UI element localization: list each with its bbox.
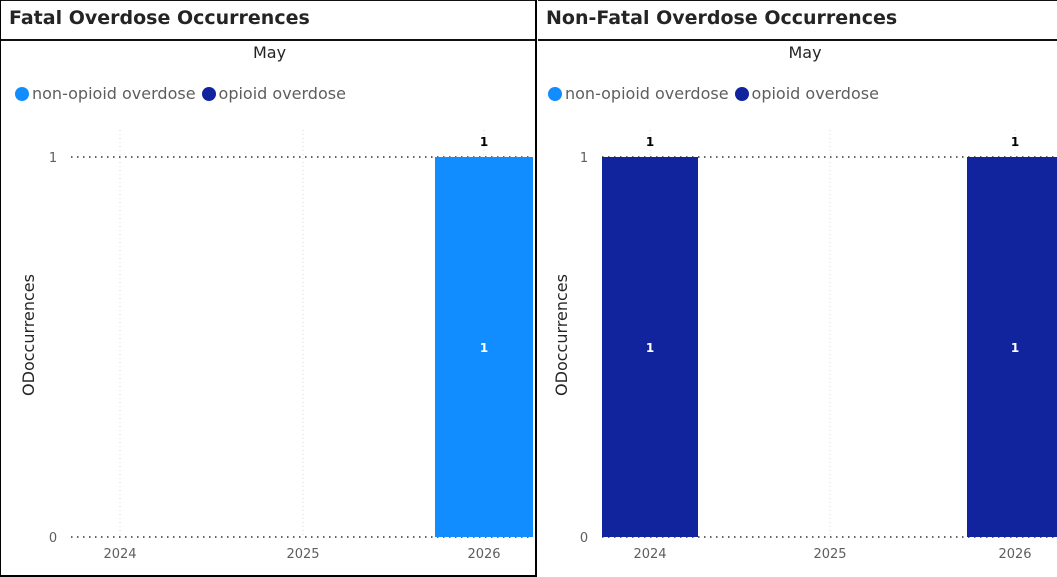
legend-item-opioid[interactable]: opioid overdose (734, 84, 879, 103)
x-tick-label: 2024 (633, 547, 666, 562)
panel-header: Non-Fatal Overdose Occurrences (538, 0, 1057, 41)
legend-label: non-opioid overdose (565, 84, 729, 103)
y-axis-title: ODoccurrences (552, 274, 571, 396)
fatal-bar-chart: 0 1 2024 2025 1 1 2026 ODoccurrences (19, 130, 533, 562)
x-tick-label: 2026 (998, 547, 1031, 562)
nonfatal-bar-chart: 0 1 1 1 2024 2025 1 1 2026 ODoccurrences (552, 130, 1057, 562)
bar-total-label: 1 (1011, 135, 1019, 149)
chart-subtitle: May (252, 43, 287, 62)
legend-dot-icon (734, 86, 749, 101)
legend-dot-icon (201, 86, 216, 101)
chart-subtitle: May (788, 43, 822, 62)
legend-dot-icon (15, 86, 29, 101)
legend-item-opioid[interactable]: opioid overdose (201, 84, 346, 103)
y-axis-title: ODoccurrences (19, 274, 38, 396)
chart-title: Fatal Overdose Occurrences (9, 7, 310, 29)
bar-segment (967, 157, 1057, 537)
x-tick-label: 2026 (467, 547, 500, 562)
fatal-overdose-panel: Fatal Overdose Occurrences May non-opioi… (0, 0, 537, 577)
bar-data-label: 1 (646, 341, 654, 355)
chart-legend[interactable]: non-opioid overdose opioid overdose (15, 84, 352, 103)
x-tick-label: 2024 (103, 547, 136, 562)
legend-item-non-opioid[interactable]: non-opioid overdose (15, 84, 196, 103)
bar-data-label: 1 (1011, 341, 1019, 355)
legend-label: opioid overdose (751, 84, 879, 103)
bar-segment (602, 157, 698, 537)
y-tick-label: 1 (49, 151, 57, 166)
legend-label: non-opioid overdose (32, 84, 196, 103)
legend-item-non-opioid[interactable]: non-opioid overdose (548, 84, 729, 103)
panel-header: Fatal Overdose Occurrences (1, 0, 535, 41)
legend-label: opioid overdose (218, 84, 346, 103)
y-tick-label: 0 (49, 531, 57, 546)
x-tick-label: 2025 (813, 547, 846, 562)
bar-total-label: 1 (646, 135, 654, 149)
bar-total-label: 1 (480, 135, 488, 149)
chart-title: Non-Fatal Overdose Occurrences (546, 7, 898, 29)
bar-segment (435, 157, 533, 537)
chart-legend[interactable]: non-opioid overdose opioid overdose (548, 84, 885, 103)
legend-dot-icon (548, 86, 562, 101)
nonfatal-overdose-panel: Non-Fatal Overdose Occurrences May non-o… (538, 0, 1057, 577)
y-tick-label: 0 (580, 531, 588, 546)
y-tick-label: 1 (580, 151, 588, 166)
x-tick-label: 2025 (286, 547, 319, 562)
bar-data-label: 1 (480, 341, 488, 355)
